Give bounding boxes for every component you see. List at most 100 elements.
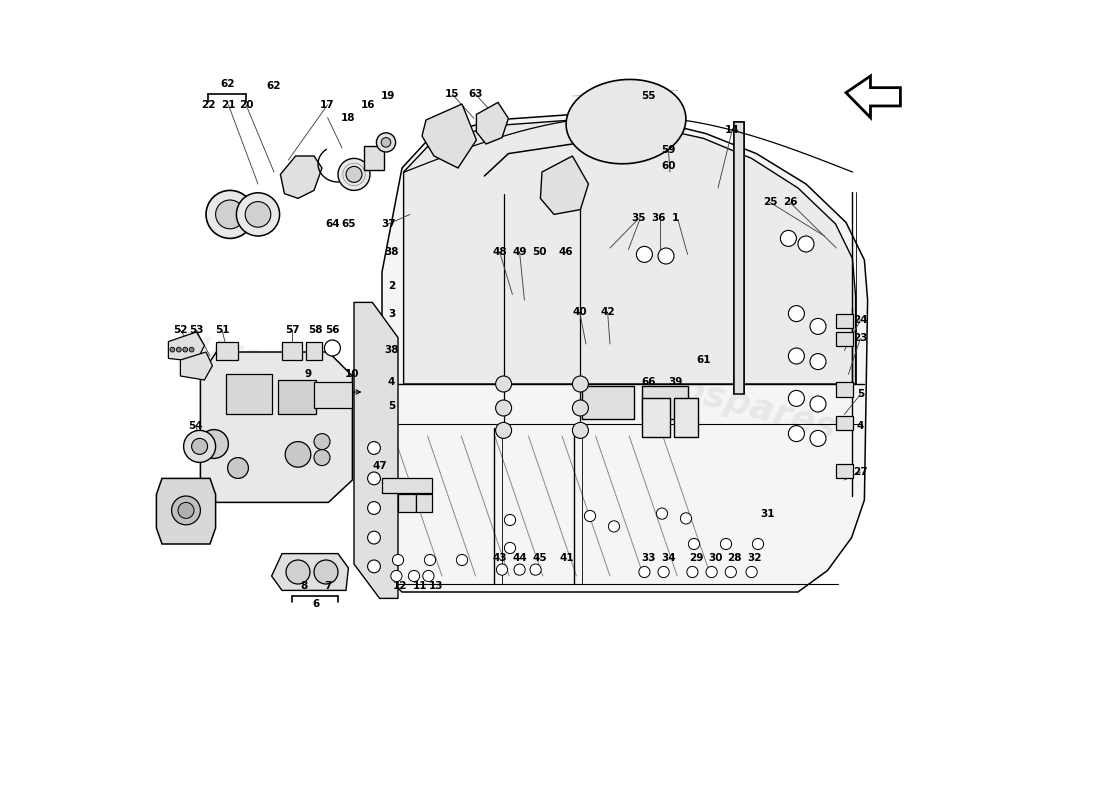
Text: 52: 52	[173, 326, 188, 335]
Circle shape	[658, 248, 674, 264]
Circle shape	[810, 318, 826, 334]
Bar	[582, 386, 634, 419]
Polygon shape	[476, 102, 508, 144]
Bar	[836, 416, 854, 430]
Text: 63: 63	[469, 90, 483, 99]
Text: 20: 20	[239, 100, 253, 110]
Text: 56: 56	[326, 326, 340, 335]
Text: 45: 45	[532, 554, 547, 563]
Polygon shape	[354, 302, 398, 598]
Text: 35: 35	[631, 214, 646, 223]
Circle shape	[216, 200, 244, 229]
Circle shape	[189, 347, 194, 352]
Ellipse shape	[566, 79, 686, 164]
Circle shape	[184, 430, 216, 462]
Text: 57: 57	[285, 326, 299, 335]
Text: 49: 49	[513, 247, 527, 257]
Circle shape	[178, 502, 194, 518]
Circle shape	[657, 508, 668, 519]
Bar	[282, 342, 303, 360]
Circle shape	[789, 348, 804, 364]
Circle shape	[228, 458, 249, 478]
Text: 27: 27	[854, 467, 868, 477]
Bar	[306, 342, 322, 360]
Text: 33: 33	[641, 554, 656, 563]
Text: 54: 54	[188, 422, 202, 431]
Circle shape	[367, 442, 381, 454]
Bar	[836, 464, 854, 478]
Bar	[382, 478, 431, 493]
Text: 14: 14	[725, 125, 739, 134]
Text: 18: 18	[341, 113, 355, 122]
Circle shape	[810, 354, 826, 370]
Text: 42: 42	[601, 307, 615, 317]
Text: 31: 31	[760, 510, 774, 519]
Text: eurospares: eurospares	[419, 274, 649, 366]
Circle shape	[176, 347, 182, 352]
Text: 13: 13	[429, 582, 443, 591]
Text: 50: 50	[532, 247, 547, 257]
Circle shape	[572, 400, 588, 416]
Circle shape	[285, 442, 311, 467]
Bar	[278, 380, 317, 414]
Circle shape	[408, 570, 419, 582]
Circle shape	[367, 531, 381, 544]
Text: 29: 29	[690, 554, 704, 563]
Circle shape	[425, 554, 436, 566]
Circle shape	[496, 400, 512, 416]
Text: 24: 24	[854, 315, 868, 325]
Text: 28: 28	[727, 554, 742, 563]
Circle shape	[324, 340, 340, 356]
Text: 11: 11	[412, 582, 427, 591]
Circle shape	[572, 376, 588, 392]
Text: 65: 65	[341, 219, 355, 229]
Bar	[314, 382, 352, 408]
Bar	[642, 398, 670, 437]
Circle shape	[367, 502, 381, 514]
Text: 43: 43	[493, 554, 507, 563]
Bar	[364, 146, 384, 170]
Text: 48: 48	[493, 247, 507, 257]
Text: 66: 66	[641, 378, 656, 387]
Circle shape	[314, 560, 338, 584]
Circle shape	[789, 306, 804, 322]
Text: 53: 53	[189, 326, 204, 335]
Polygon shape	[168, 332, 205, 362]
Circle shape	[456, 554, 468, 566]
Text: 16: 16	[361, 100, 375, 110]
Circle shape	[584, 510, 595, 522]
Circle shape	[191, 438, 208, 454]
Text: 22: 22	[201, 100, 216, 110]
Circle shape	[376, 133, 396, 152]
Circle shape	[514, 564, 525, 575]
Circle shape	[789, 426, 804, 442]
Circle shape	[314, 434, 330, 450]
Text: eurospares: eurospares	[172, 322, 400, 414]
Text: 21: 21	[221, 100, 235, 110]
Circle shape	[346, 166, 362, 182]
Circle shape	[367, 472, 381, 485]
Text: 1: 1	[672, 214, 679, 223]
Text: 40: 40	[572, 307, 587, 317]
Polygon shape	[272, 554, 349, 590]
Circle shape	[752, 538, 763, 550]
Circle shape	[798, 236, 814, 252]
Text: 55: 55	[641, 91, 656, 101]
Text: 60: 60	[661, 161, 675, 170]
Bar	[836, 382, 854, 397]
Circle shape	[367, 560, 381, 573]
Circle shape	[286, 560, 310, 584]
Circle shape	[170, 347, 175, 352]
Text: 10: 10	[344, 370, 359, 379]
Circle shape	[199, 430, 229, 458]
Circle shape	[422, 570, 435, 582]
Text: 4: 4	[388, 378, 395, 387]
Circle shape	[183, 347, 188, 352]
Circle shape	[505, 542, 516, 554]
Circle shape	[720, 538, 732, 550]
Polygon shape	[280, 156, 322, 198]
Circle shape	[496, 376, 512, 392]
Text: 36: 36	[651, 214, 666, 223]
Bar	[416, 494, 431, 512]
Text: 41: 41	[560, 554, 574, 563]
